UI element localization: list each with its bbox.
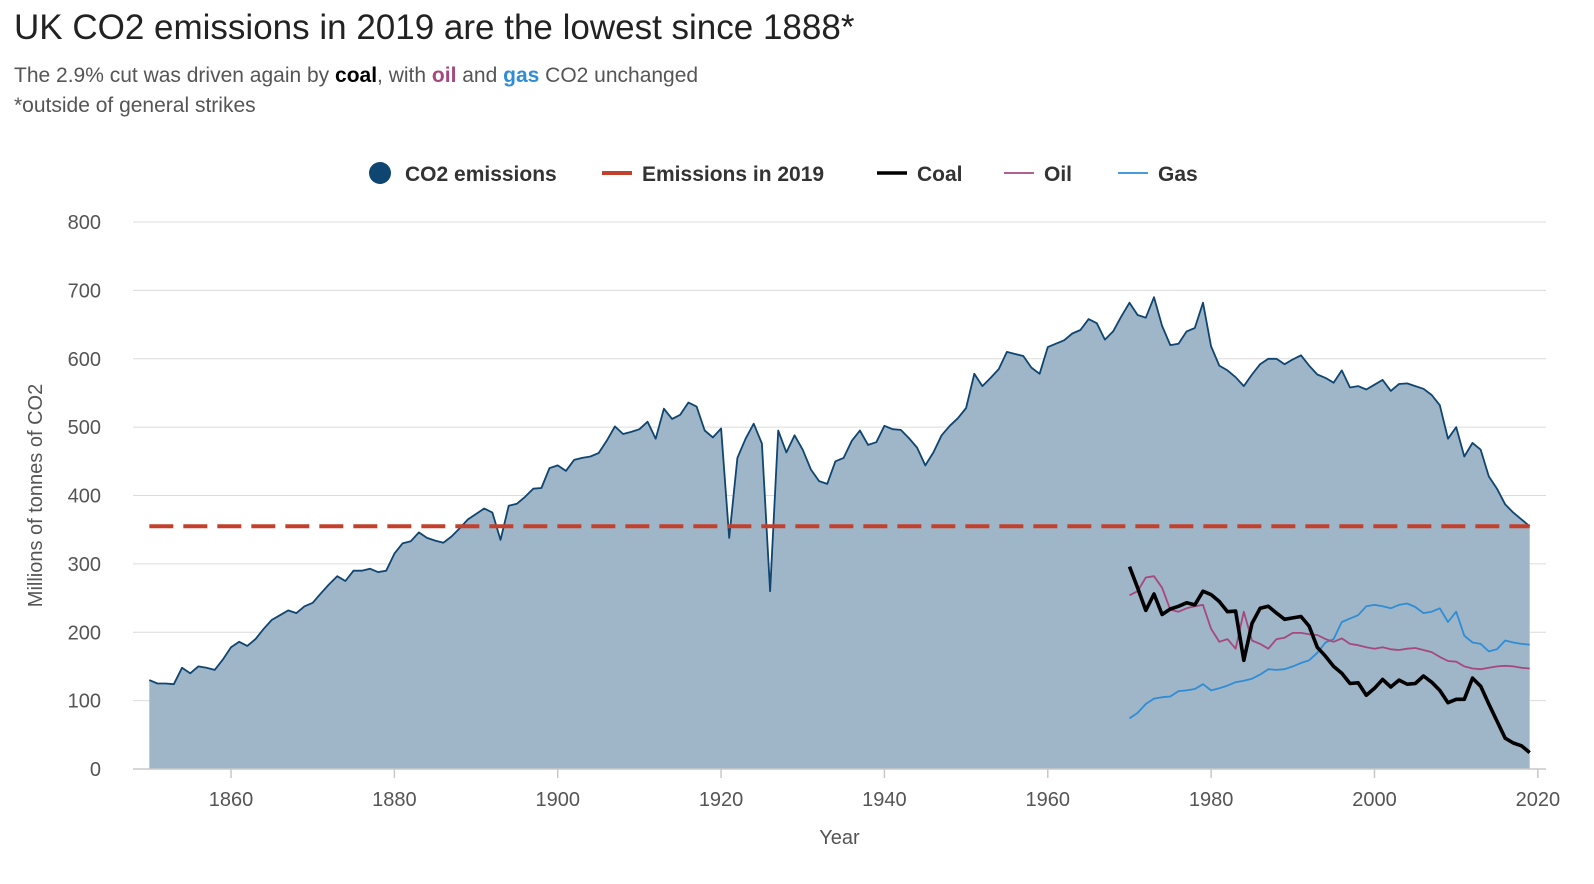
x-tick-label: 1860: [209, 789, 254, 811]
y-axis-label: Millions of tonnes of CO2: [25, 384, 47, 607]
x-axis-label: Year: [819, 827, 860, 849]
legend-label: Coal: [917, 163, 963, 186]
y-tick-label: 100: [68, 691, 101, 713]
x-tick-label: 1960: [1026, 789, 1071, 811]
y-tick-label: 300: [68, 554, 101, 576]
y-tick-label: 800: [68, 212, 101, 234]
subtitle-text: and: [456, 64, 504, 87]
chart-title: UK CO2 emissions in 2019 are the lowest …: [14, 8, 855, 47]
plot-area: [148, 296, 1531, 769]
x-tick-label: 2000: [1352, 789, 1397, 811]
y-tick-label: 700: [68, 280, 101, 302]
legend-label: Emissions in 2019: [642, 163, 824, 186]
legend-label: Gas: [1158, 163, 1198, 186]
legend-label: CO2 emissions: [405, 163, 557, 186]
chart-footnote: *outside of general strikes: [14, 94, 256, 117]
legend: CO2 emissions Emissions in 2019 Coal Oil Gas: [369, 162, 1198, 186]
subtitle-gas-highlight: gas: [503, 64, 540, 87]
y-tick-label: 0: [90, 759, 101, 781]
coal-line: [1127, 565, 1531, 754]
y-tick-label: 500: [68, 417, 101, 439]
x-tick-label: 1940: [862, 789, 907, 811]
co2-emissions-area: [149, 297, 1530, 769]
x-tick-label: 1920: [699, 789, 744, 811]
chart-subtitle: The 2.9% cut was driven again by coal, w…: [14, 64, 698, 88]
subtitle-text: The 2.9% cut was driven again by: [14, 64, 336, 87]
co2-emissions-line: [148, 296, 1531, 686]
y-tick-label: 200: [68, 622, 101, 644]
x-tick-label: 2020: [1516, 789, 1561, 811]
x-tick-label: 1900: [535, 789, 580, 811]
subtitle-coal-highlight: coal: [335, 64, 378, 87]
axes: 0 100 200 300 400 500 600 700 800 1860 1880 1900 192…: [25, 212, 1560, 849]
legend-label: Oil: [1044, 163, 1072, 186]
x-tick-label: 1880: [372, 789, 417, 811]
subtitle-text: , with: [377, 64, 432, 87]
subtitle-text: CO2 unchanged: [539, 64, 699, 87]
x-tick-label: 1980: [1189, 789, 1234, 811]
subtitle-oil-highlight: oil: [431, 64, 457, 87]
y-tick-label: 600: [68, 349, 101, 371]
legend-co2-marker: [369, 162, 391, 184]
y-tick-label: 400: [68, 486, 101, 508]
